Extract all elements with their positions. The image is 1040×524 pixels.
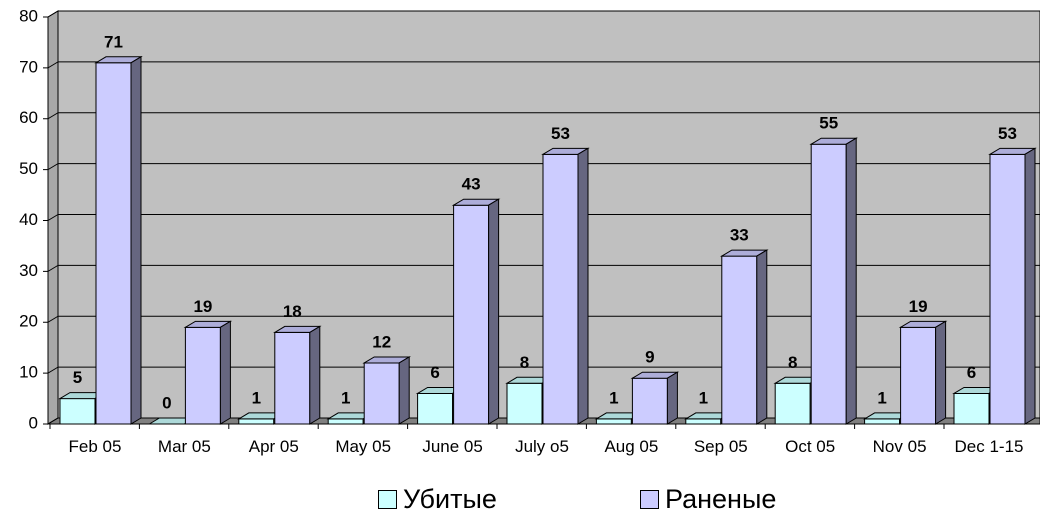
- legend-item: Убитые: [378, 484, 497, 514]
- value-label: 1: [341, 388, 350, 407]
- grid-line: [47, 264, 59, 272]
- grid-line: [47, 214, 59, 221]
- bar-front: [506, 382, 543, 425]
- legend-swatch: [640, 489, 659, 509]
- bar-front: [95, 62, 132, 425]
- x-tick-label: Dec 1-15: [954, 437, 1024, 456]
- value-label: 8: [520, 353, 529, 372]
- x-tick-label: July o5: [515, 437, 569, 456]
- value-label: 18: [283, 302, 302, 321]
- bar-front: [774, 382, 811, 425]
- bar-side: [219, 320, 231, 425]
- grid-line: [47, 315, 59, 323]
- value-label: 8: [788, 353, 797, 372]
- bar-side: [1024, 147, 1036, 425]
- value-label: 6: [430, 363, 439, 382]
- x-tick-label: June 05: [422, 437, 483, 456]
- bar-front: [631, 377, 668, 425]
- bar-front: [417, 392, 454, 425]
- value-label: 5: [73, 368, 82, 387]
- bar-side: [935, 320, 947, 425]
- value-label: 43: [462, 175, 481, 194]
- bar-side: [577, 147, 589, 425]
- bar-front: [953, 392, 990, 425]
- y-tick-label: 40: [19, 210, 38, 229]
- bar-front: [453, 204, 490, 425]
- bar-side: [845, 137, 857, 425]
- value-label: 33: [730, 226, 749, 245]
- y-tick-label: 80: [19, 6, 38, 25]
- legend-label: Раненые: [665, 484, 777, 514]
- bar-front: [542, 153, 579, 425]
- x-tick-label: Apr 05: [248, 437, 299, 456]
- bar-front: [327, 418, 364, 425]
- value-label: 71: [104, 32, 123, 51]
- x-tick-label: May 05: [335, 437, 392, 456]
- value-label: 19: [193, 297, 212, 316]
- x-tick-label: Oct 05: [785, 437, 836, 456]
- bar-front: [595, 418, 632, 425]
- y-tick-label: 50: [19, 159, 38, 178]
- bar-front: [864, 418, 901, 425]
- legend-swatch: [378, 489, 397, 509]
- bar-side: [488, 198, 500, 425]
- x-tick-label: Sep 05: [693, 437, 748, 456]
- value-label: 1: [699, 388, 708, 407]
- value-label: 12: [372, 332, 391, 351]
- value-label: 55: [819, 114, 838, 133]
- grid-line: [47, 10, 59, 18]
- bar-front: [900, 326, 937, 425]
- bar-front: [685, 418, 722, 425]
- bar-front: [363, 362, 400, 425]
- value-label: 1: [609, 388, 618, 407]
- grid-line: [47, 112, 59, 120]
- x-tick-label: Nov 05: [872, 437, 927, 456]
- legend-item: Раненые: [640, 484, 776, 514]
- value-label: 1: [252, 388, 261, 407]
- bar-side: [666, 371, 678, 425]
- value-label: 9: [645, 348, 654, 367]
- y-tick-label: 60: [19, 108, 38, 127]
- grid-line: [47, 366, 59, 374]
- grid-line: [47, 61, 59, 69]
- x-tick-label: Feb 05: [68, 437, 122, 456]
- grid-line: [47, 163, 59, 171]
- value-label: 0: [162, 393, 171, 412]
- x-tick-label: Mar 05: [157, 437, 211, 456]
- bar-front: [274, 331, 311, 425]
- bar-side: [756, 249, 768, 425]
- y-tick-label: 20: [19, 312, 38, 331]
- y-tick-label: 30: [19, 261, 38, 280]
- bar-front: [810, 143, 847, 425]
- bar-front: [721, 255, 758, 425]
- bar-front: [989, 153, 1026, 425]
- x-tick-label: Aug 05: [604, 437, 659, 456]
- value-label: 6: [967, 363, 976, 382]
- y-tick-label: 0: [29, 413, 38, 432]
- y-tick-label: 70: [19, 57, 38, 76]
- bar-side: [309, 325, 321, 425]
- bar-front: [238, 418, 275, 425]
- y-tick-label: 10: [19, 363, 38, 382]
- grid-line: [47, 417, 59, 425]
- bar-front: [184, 326, 221, 425]
- bar-front: [59, 398, 96, 425]
- value-label: 53: [551, 124, 570, 143]
- legend-label: Убитые: [403, 484, 497, 514]
- bar-side: [130, 55, 142, 425]
- value-label: 53: [998, 124, 1017, 143]
- value-label: 19: [909, 297, 928, 316]
- value-label: 1: [877, 388, 886, 407]
- bar-side: [398, 356, 410, 425]
